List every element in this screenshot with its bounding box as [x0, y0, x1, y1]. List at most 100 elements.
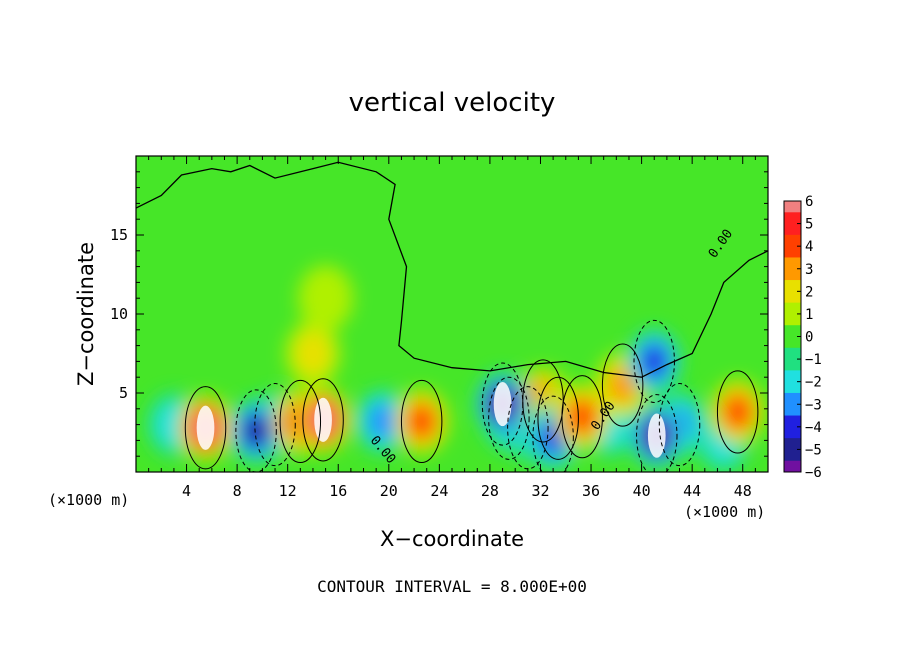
- zero-contour-line: [136, 161, 768, 378]
- cell-contour: [488, 376, 530, 460]
- colorbar-swatch: [784, 330, 801, 337]
- colorbar-swatch: [784, 201, 801, 208]
- velocity-cell: [409, 406, 434, 437]
- velocity-field: [146, 265, 766, 472]
- colorbar-swatch: [784, 268, 801, 275]
- cell-contour: [716, 370, 759, 454]
- chart-title: vertical velocity: [348, 88, 556, 118]
- colorbar-swatch: [784, 392, 801, 400]
- x-tick-label: 44: [683, 482, 701, 500]
- cell-contour: [302, 378, 344, 462]
- heatmap-plot: [136, 156, 768, 472]
- colorbar-label: 5: [805, 217, 813, 233]
- velocity-cell: [570, 401, 595, 433]
- colorbar-swatch: [784, 466, 801, 473]
- colorbar-swatch: [784, 291, 801, 298]
- colorbar-swatch: [784, 302, 801, 309]
- y-tick-label: 5: [119, 384, 128, 402]
- colorbar-swatch: [784, 336, 801, 343]
- cell-contour: [658, 383, 701, 467]
- colorbar-swatch: [784, 251, 801, 258]
- colorbar-swatch: [784, 342, 801, 349]
- colorbar-swatch: [784, 443, 801, 450]
- x-tick-label: 40: [633, 482, 651, 500]
- velocity-core: [196, 405, 215, 450]
- contour-interval-note: CONTOUR INTERVAL = 8.000E+00: [317, 577, 587, 596]
- colorbar: 6 5 4 3 2 1 0 −1 −2 −3 −4 −5 −6: [783, 194, 822, 481]
- colorbar-swatch: [784, 455, 801, 462]
- x-tick-label: 20: [380, 482, 398, 500]
- y-tick-label: 10: [110, 305, 128, 323]
- x-tick-label: 36: [582, 482, 600, 500]
- colorbar-swatch: [784, 432, 801, 439]
- colorbar-swatch: [784, 217, 801, 225]
- colorbar-swatch: [784, 274, 801, 281]
- colorbar-label: 3: [805, 262, 813, 278]
- colorbar-swatch: [784, 421, 801, 428]
- x-tick-label: 24: [430, 482, 448, 500]
- colorbar-label: −4: [805, 420, 822, 436]
- colorbar-swatch: [784, 234, 801, 242]
- colorbar-swatch: [784, 353, 801, 360]
- colorbar-label: −3: [805, 397, 822, 413]
- colorbar-swatch: [784, 359, 801, 366]
- y-tick-label: 15: [110, 226, 128, 244]
- colorbar-swatch: [784, 404, 801, 411]
- colorbar-swatch: [784, 398, 801, 405]
- x-tick-label: 48: [734, 482, 752, 500]
- colorbar-swatch: [784, 409, 801, 417]
- colorbar-swatch: [784, 223, 801, 230]
- velocity-core: [493, 381, 512, 427]
- velocity-cell: [642, 346, 667, 377]
- colorbar-label: 4: [805, 239, 813, 255]
- cell-contour: [633, 319, 675, 403]
- x-tick-label: 28: [481, 482, 499, 500]
- cell-contour: [537, 376, 579, 460]
- x-tick-label: 8: [233, 482, 242, 500]
- colorbar-swatch: [784, 415, 801, 422]
- colorbar-swatch: [784, 381, 801, 388]
- cell-contour: [279, 379, 322, 464]
- x-axis-label: X−coordinate: [380, 527, 524, 551]
- velocity-cell: [368, 403, 397, 440]
- colorbar-swatch: [784, 376, 801, 383]
- colorbar-swatch: [784, 438, 801, 445]
- x-unit-label-right: (×1000 m): [684, 503, 766, 521]
- colorbar-swatch: [784, 257, 801, 264]
- cell-contour: [235, 389, 277, 472]
- colorbar-swatch: [784, 370, 801, 377]
- colorbar-label: −1: [805, 352, 822, 368]
- colorbar-swatch: [784, 426, 801, 433]
- colorbar-label: 1: [805, 307, 813, 323]
- velocity-cell: [294, 330, 332, 377]
- colorbar-swatch: [784, 460, 801, 467]
- colorbar-swatch: [784, 246, 801, 253]
- colorbar-swatch: [784, 313, 801, 321]
- colorbar-swatch: [784, 325, 801, 332]
- colorbar-swatch: [784, 449, 801, 456]
- x-tick-label: 16: [329, 482, 347, 500]
- colorbar-swatch: [784, 212, 801, 219]
- cell-contour: [636, 394, 678, 472]
- colorbar-label: 2: [805, 284, 813, 300]
- cell-contour: [184, 386, 227, 470]
- cell-contour: [601, 343, 644, 427]
- colorbar-swatch: [784, 280, 801, 287]
- colorbar-label: −2: [805, 375, 822, 391]
- cell-contour: [532, 395, 574, 472]
- cell-contour: [400, 379, 443, 464]
- velocity-core: [314, 397, 332, 442]
- colorbar-swatch: [784, 229, 801, 236]
- colorbar-swatch: [784, 308, 801, 315]
- x-tick-label: 4: [182, 482, 191, 500]
- x-tick-label: 12: [279, 482, 297, 500]
- colorbar-swatch: [784, 387, 801, 394]
- colorbar-swatch: [784, 296, 801, 304]
- colorbar-swatch: [784, 206, 801, 213]
- colorbar-label: −6: [805, 465, 822, 481]
- velocity-cell: [298, 265, 353, 332]
- x-unit-label-left: (×1000 m): [48, 491, 130, 509]
- colorbar-swatch: [784, 240, 801, 247]
- cell-contour: [254, 383, 296, 467]
